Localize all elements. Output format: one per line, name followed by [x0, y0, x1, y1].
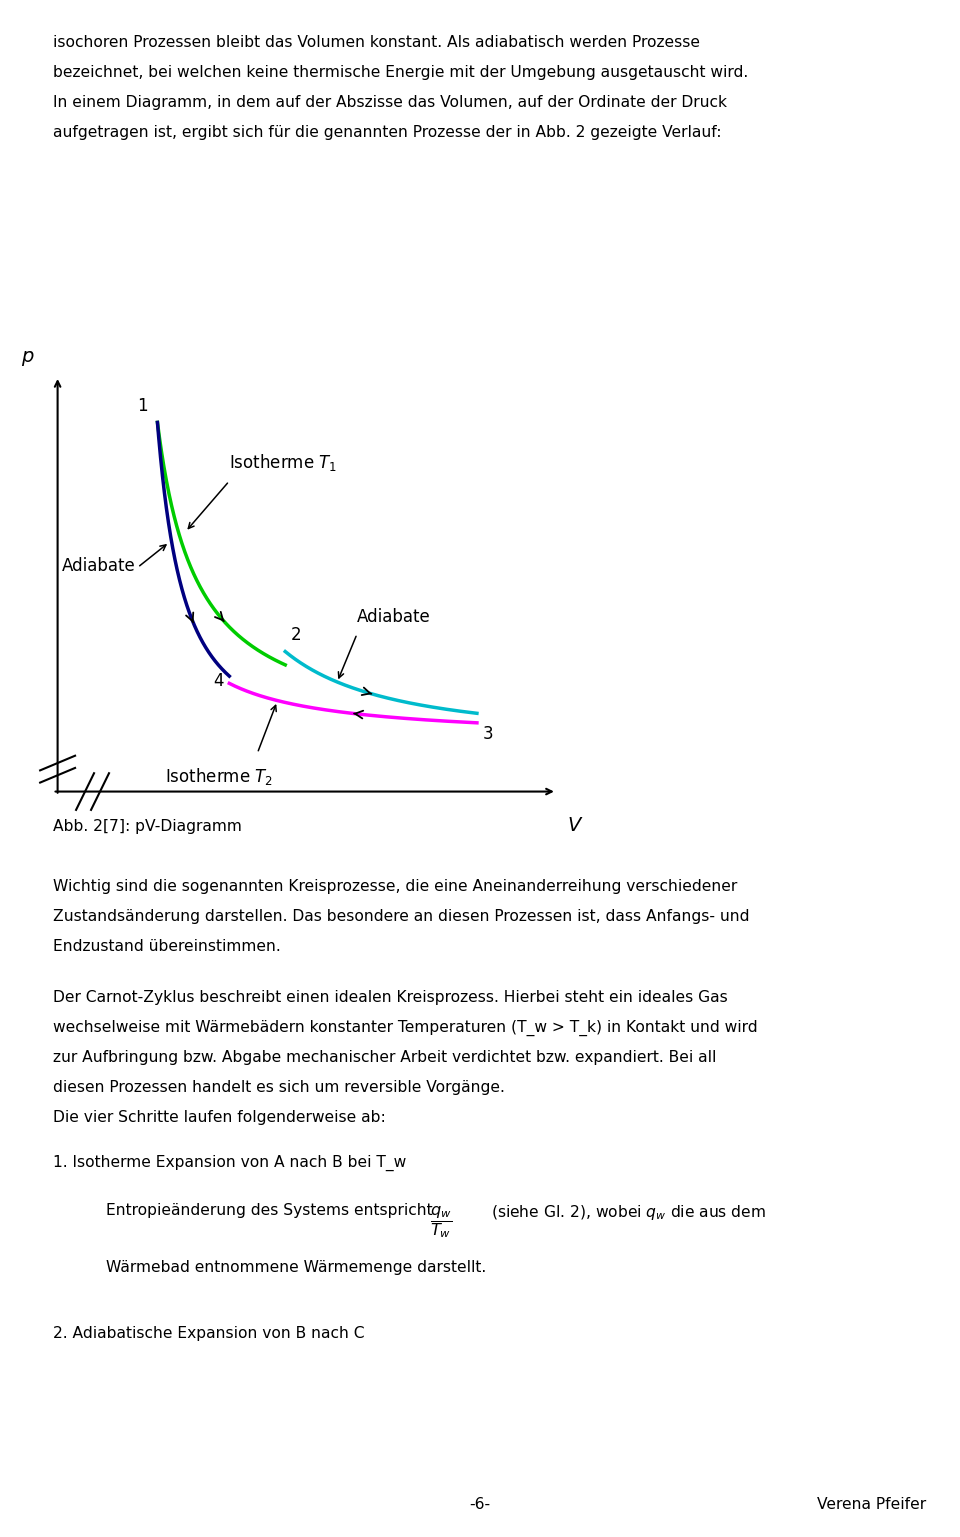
Text: 2: 2 — [291, 626, 301, 644]
Text: Der Carnot-Zyklus beschreibt einen idealen Kreisprozess. Hierbei steht ein ideal: Der Carnot-Zyklus beschreibt einen ideal… — [53, 990, 728, 1005]
Text: 1: 1 — [137, 397, 148, 415]
Text: Adiabate: Adiabate — [61, 558, 135, 575]
Text: Adiabate: Adiabate — [357, 609, 431, 626]
Text: Isotherme $T_2$: Isotherme $T_2$ — [165, 765, 274, 787]
Text: 3: 3 — [483, 725, 493, 744]
Text: Endzustand übereinstimmen.: Endzustand übereinstimmen. — [53, 939, 280, 954]
Text: diesen Prozessen handelt es sich um reversible Vorgänge.: diesen Prozessen handelt es sich um reve… — [53, 1081, 505, 1094]
Text: In einem Diagramm, in dem auf der Abszisse das Volumen, auf der Ordinate der Dru: In einem Diagramm, in dem auf der Abszis… — [53, 95, 727, 111]
Text: wechselweise mit Wärmebädern konstanter Temperaturen (T_w > T_k) in Kontakt und : wechselweise mit Wärmebädern konstanter … — [53, 1021, 757, 1036]
Text: Entropieänderung des Systems entspricht: Entropieänderung des Systems entspricht — [106, 1203, 432, 1217]
Text: Wichtig sind die sogenannten Kreisprozesse, die eine Aneinanderreihung verschied: Wichtig sind die sogenannten Kreisprozes… — [53, 879, 737, 895]
Text: Die vier Schritte laufen folgenderweise ab:: Die vier Schritte laufen folgenderweise … — [53, 1110, 386, 1125]
Text: Isotherme $T_1$: Isotherme $T_1$ — [229, 452, 337, 473]
Text: Abb. 2[7]: pV-Diagramm: Abb. 2[7]: pV-Diagramm — [53, 819, 242, 835]
Text: Zustandsänderung darstellen. Das besondere an diesen Prozessen ist, dass Anfangs: Zustandsänderung darstellen. Das besonde… — [53, 910, 750, 924]
Text: 1. Isotherme Expansion von A nach B bei T_w: 1. Isotherme Expansion von A nach B bei … — [53, 1154, 406, 1171]
Text: aufgetragen ist, ergibt sich für die genannten Prozesse der in Abb. 2 gezeigte V: aufgetragen ist, ergibt sich für die gen… — [53, 124, 721, 140]
Text: (siehe Gl. 2), wobei $q_w$ die aus dem: (siehe Gl. 2), wobei $q_w$ die aus dem — [491, 1203, 765, 1222]
Text: 4: 4 — [213, 672, 224, 690]
Text: isochoren Prozessen bleibt das Volumen konstant. Als adiabatisch werden Prozesse: isochoren Prozessen bleibt das Volumen k… — [53, 35, 700, 51]
Text: $\dfrac{q_w}{T_w}$: $\dfrac{q_w}{T_w}$ — [430, 1205, 452, 1240]
Text: Verena Pfeifer: Verena Pfeifer — [817, 1497, 926, 1512]
Text: $V$: $V$ — [566, 816, 584, 835]
Text: Wärmebad entnommene Wärmemenge darstellt.: Wärmebad entnommene Wärmemenge darstellt… — [106, 1260, 486, 1274]
Text: -6-: -6- — [469, 1497, 491, 1512]
Text: 2. Adiabatische Expansion von B nach C: 2. Adiabatische Expansion von B nach C — [53, 1326, 365, 1340]
Text: bezeichnet, bei welchen keine thermische Energie mit der Umgebung ausgetauscht w: bezeichnet, bei welchen keine thermische… — [53, 65, 748, 80]
Text: zur Aufbringung bzw. Abgabe mechanischer Arbeit verdichtet bzw. expandiert. Bei : zur Aufbringung bzw. Abgabe mechanischer… — [53, 1050, 716, 1065]
Text: $p$: $p$ — [21, 349, 35, 367]
